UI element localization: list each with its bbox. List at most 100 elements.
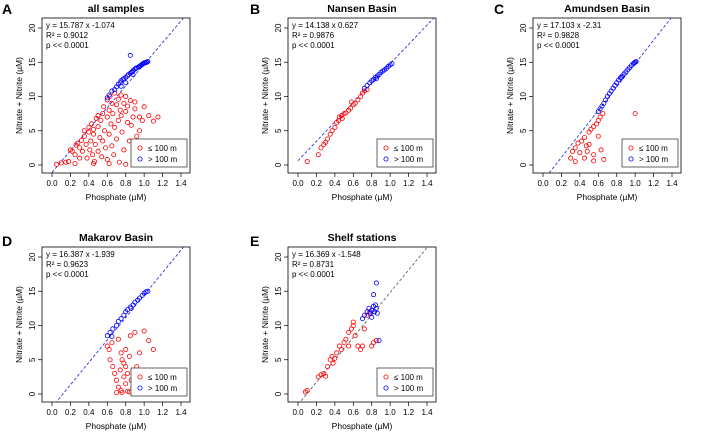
data-point-shallow: [75, 140, 81, 146]
data-point-shallow: [361, 326, 367, 332]
y-axis: 0 5 10 15 20: [274, 252, 288, 396]
data-point-shallow: [584, 148, 590, 154]
legend-box: [376, 138, 434, 168]
data-point-shallow: [572, 159, 578, 165]
panel-letter: C: [494, 1, 504, 17]
data-point-deep: [106, 92, 112, 98]
data-point-shallow: [79, 148, 85, 154]
data-point-shallow: [324, 364, 330, 370]
x-tick-label: 0.0: [537, 179, 549, 188]
data-point-deep: [109, 333, 115, 339]
panel-letter: A: [2, 1, 12, 17]
legend-label-shallow: ≤ 100 m: [148, 373, 177, 382]
data-point-deep: [123, 80, 129, 86]
data-point-shallow: [591, 124, 597, 130]
data-point-shallow: [116, 159, 122, 165]
plot-frame: [41, 246, 191, 403]
panel-letter: B: [250, 1, 260, 17]
x-tick-label: 1.2: [648, 179, 660, 188]
x-tick-label: 1.0: [385, 408, 397, 417]
data-point-shallow: [118, 350, 124, 356]
plot-frame: [41, 17, 191, 174]
legend: ≤ 100 m > 100 m: [376, 138, 434, 168]
y-tick-label: 10: [274, 321, 283, 330]
x-tick-label: 1.0: [139, 408, 151, 417]
panel-letter: E: [250, 233, 259, 249]
regression-equation: y = 15.787 x -1.074: [46, 21, 115, 30]
data-point-shallow: [115, 384, 121, 390]
panel-e: E Shelf stations 0.0 0.2 0.4 0.6 0.8 1.0 1.2 1.4 P…: [250, 232, 437, 431]
data-point-shallow: [77, 155, 83, 161]
regression-equation: y = 17.103 x -2.31: [537, 21, 602, 30]
data-point-shallow: [569, 148, 575, 154]
legend-box: [130, 138, 188, 168]
data-point-deep: [144, 59, 150, 65]
x-tick-label: 1.2: [157, 179, 169, 188]
data-point-shallow: [101, 104, 107, 110]
data-point-deep: [369, 314, 375, 320]
data-point-shallow: [102, 128, 108, 134]
data-point-shallow: [115, 117, 121, 123]
x-tick-label: 0.8: [366, 408, 378, 417]
data-point-deep: [364, 83, 370, 89]
data-point-shallow: [88, 138, 94, 144]
x-tick-label: 0.4: [329, 179, 341, 188]
legend-label-shallow: ≤ 100 m: [148, 144, 177, 153]
x-tick-label: 0.8: [611, 179, 623, 188]
y-axis: 0 5 10 15 20: [519, 23, 533, 167]
data-point-deep: [128, 305, 134, 311]
data-point-shallow: [84, 155, 90, 161]
data-point-shallow: [109, 143, 115, 149]
data-point-shallow: [104, 157, 110, 163]
x-tick-label: 0.4: [574, 179, 586, 188]
data-point-shallow: [350, 319, 356, 325]
data-point-deep: [376, 338, 382, 344]
data-point-shallow: [581, 135, 587, 141]
data-point-shallow: [54, 161, 60, 167]
data-point-shallow: [134, 133, 140, 139]
regression-line: [51, 18, 185, 173]
legend-box: [130, 367, 188, 397]
series-deep: [361, 61, 395, 91]
data-point-shallow: [595, 133, 601, 139]
plot-area: [55, 247, 185, 402]
x-tick-label: 0.6: [348, 408, 360, 417]
regression-line: [297, 18, 435, 162]
data-point-shallow: [579, 138, 585, 144]
y-axis-label: Nitrate + Nitrite (µM): [260, 286, 270, 363]
data-point-shallow: [98, 117, 104, 123]
data-point-shallow: [110, 364, 116, 370]
data-point-shallow: [119, 129, 125, 135]
data-point-shallow: [332, 355, 338, 361]
data-point-shallow: [127, 333, 133, 339]
series-shallow: [54, 90, 161, 167]
series-deep: [359, 280, 382, 344]
x-tick-label: 1.2: [403, 408, 415, 417]
data-point-shallow: [338, 346, 344, 352]
legend-label-deep: > 100 m: [394, 384, 423, 393]
x-tick-label: 0.8: [120, 408, 132, 417]
x-tick-label: 0.4: [329, 408, 341, 417]
x-tick-label: 1.0: [139, 179, 151, 188]
y-axis-label: Nitrate + Nitrite (µM): [14, 57, 24, 134]
data-point-shallow: [100, 111, 106, 117]
data-point-shallow: [109, 340, 115, 346]
plot-area: [548, 18, 672, 173]
data-point-shallow: [132, 106, 138, 112]
data-point-shallow: [591, 152, 597, 158]
x-axis: 0.0 0.2 0.4 0.6 0.8 1.0 1.2 1.4: [46, 173, 187, 188]
data-point-shallow: [591, 158, 597, 164]
legend-marker-shallow: [137, 374, 143, 380]
data-point-shallow: [146, 113, 152, 119]
y-axis-label: Nitrate + Nitrite (µM): [260, 57, 270, 134]
p-value: p << 0.0001: [537, 41, 580, 50]
y-axis-label: Nitrate + Nitrite (µM): [505, 57, 515, 134]
data-point-shallow: [346, 329, 352, 335]
legend: ≤ 100 m > 100 m: [376, 367, 434, 397]
panel-b: B Nansen Basin 0.0 0.2 0.4 0.6 0.8 1.0 1.2 1.4 Pho…: [250, 1, 437, 202]
series-deep: [104, 288, 151, 339]
data-point-shallow: [90, 126, 96, 132]
data-point-shallow: [323, 373, 329, 379]
data-point-shallow: [125, 120, 131, 126]
